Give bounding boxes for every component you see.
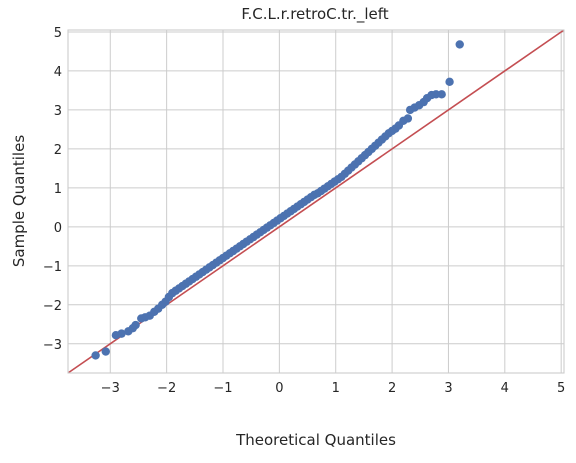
chart-title: F.C.L.r.retroC.tr._left (241, 5, 388, 24)
y-tick-label: −2 (43, 299, 62, 314)
y-axis-label: Sample Quantiles (10, 135, 28, 267)
y-tick-label: −1 (43, 260, 62, 275)
x-tick-label: 0 (275, 381, 283, 396)
x-axis-label: Theoretical Quantiles (235, 431, 396, 449)
x-tick-label: 4 (501, 381, 509, 396)
y-axis-ticks: −3 −2 −1 0 1 2 3 4 5 (43, 26, 62, 353)
y-tick-label: 2 (54, 143, 62, 158)
data-point (455, 40, 464, 49)
y-tick-label: −3 (43, 338, 62, 353)
y-tick-label: 4 (54, 65, 62, 80)
data-point (117, 329, 126, 338)
x-tick-label: 5 (557, 381, 565, 396)
data-points (91, 40, 464, 360)
data-point (403, 114, 413, 123)
x-tick-label: −1 (213, 381, 232, 396)
y-tick-label: 3 (54, 104, 62, 119)
data-point (101, 347, 110, 356)
x-axis-ticks: −3 −2 −1 0 1 2 3 4 5 (101, 381, 566, 396)
x-tick-label: −2 (157, 381, 176, 396)
data-point (131, 320, 140, 330)
x-tick-label: −3 (101, 381, 120, 396)
grid-lines (68, 30, 564, 373)
data-point (445, 77, 454, 87)
y-tick-label: 0 (54, 221, 62, 236)
y-tick-label: 5 (54, 26, 62, 41)
data-point (437, 90, 446, 99)
y-tick-label: 1 (54, 182, 62, 197)
x-tick-label: 2 (388, 381, 396, 396)
x-tick-label: 1 (332, 381, 340, 396)
data-point (91, 351, 100, 360)
plot-frame (67, 29, 565, 374)
x-tick-label: 3 (444, 381, 452, 396)
